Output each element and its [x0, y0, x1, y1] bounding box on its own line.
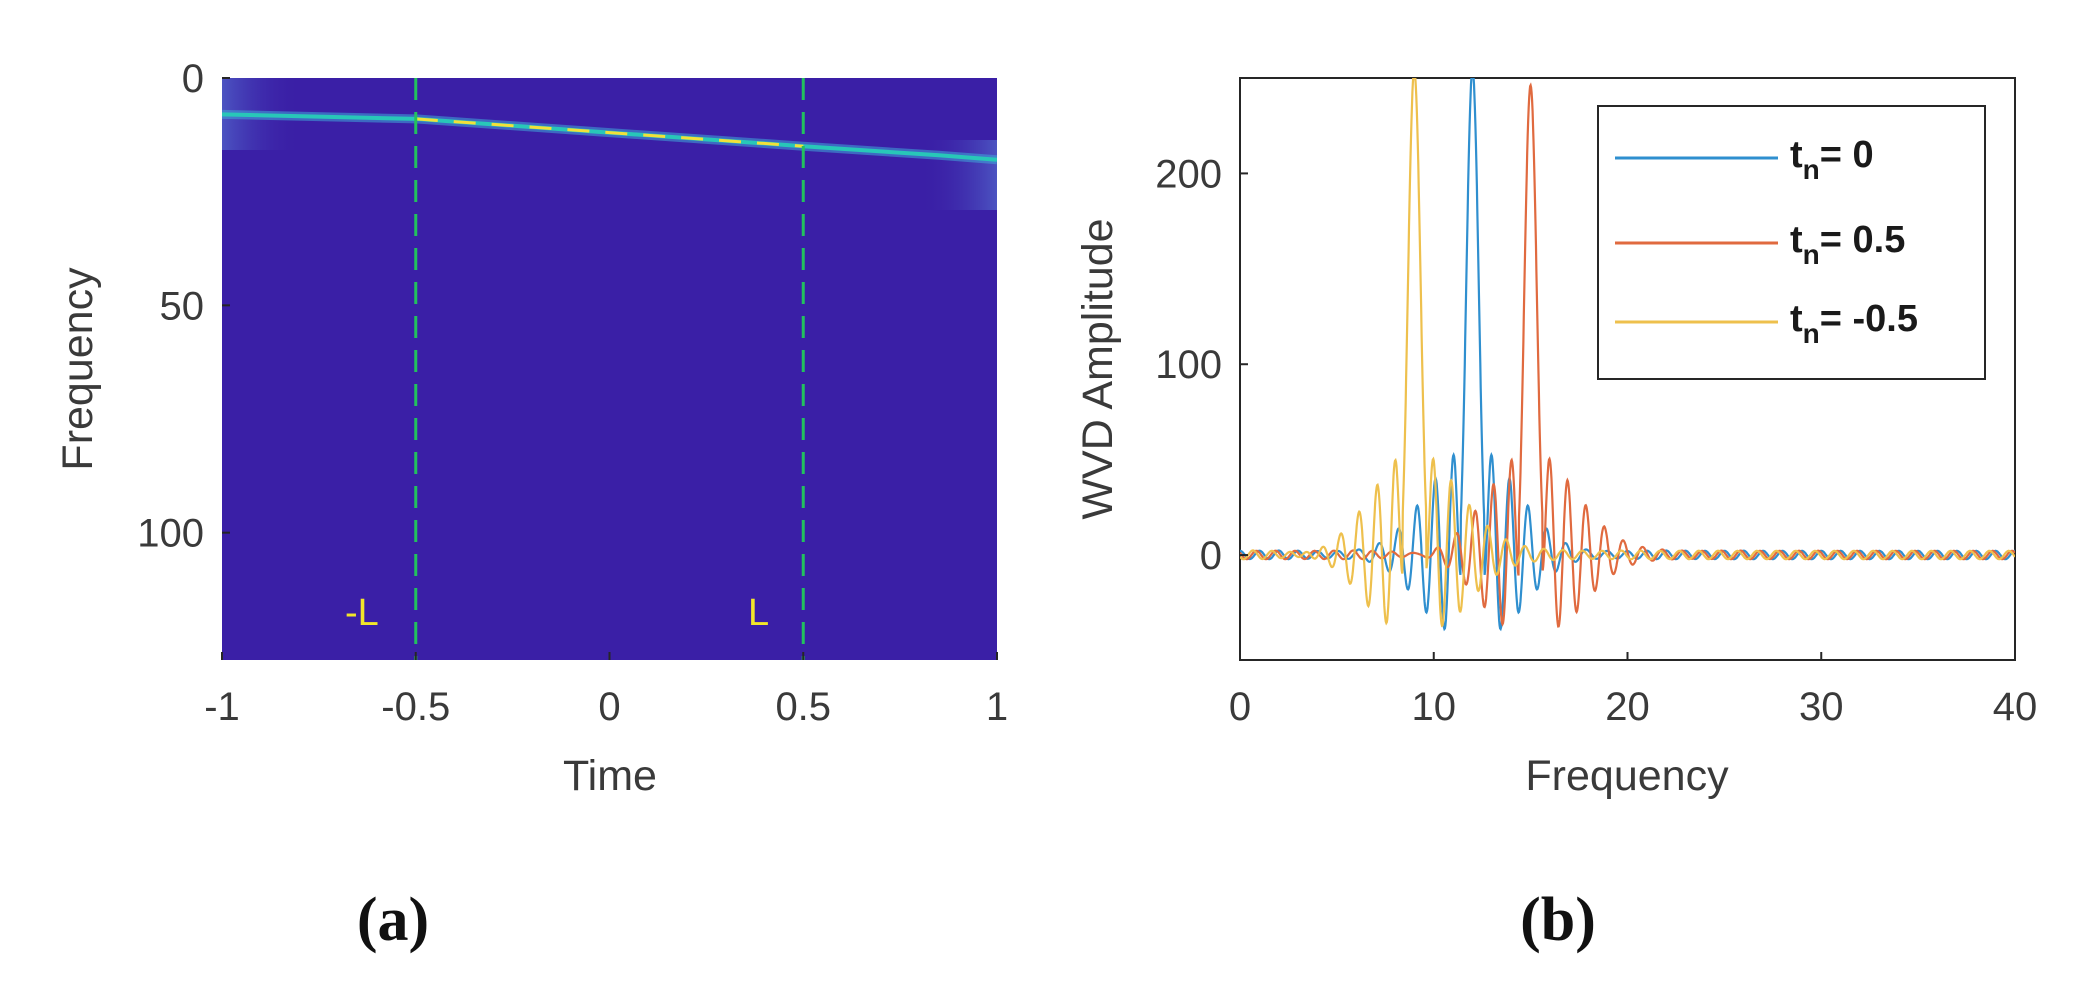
x-tick-label-b-1: 10 — [1412, 685, 1457, 729]
legend-entry-2: tn= -0.5 — [1790, 298, 1918, 349]
ticks-b: 0 10 20 30 40 0 100 200 — [1155, 152, 2037, 729]
x-tick-label-a-2: 0 — [598, 685, 620, 729]
legend-entry-0-name: t — [1790, 134, 1803, 176]
heatmap-ridge-peak — [415, 117, 804, 148]
x-axis-label-a: Time — [563, 752, 657, 800]
legend-b: tn= 0 tn= 0.5 tn= -0.5 — [1597, 105, 1986, 380]
legend-entry-2-suffix: = -0.5 — [1820, 298, 1918, 340]
legend-entry-0-sub: n — [1803, 154, 1820, 185]
y-axis-label-a: Frequency — [54, 267, 102, 471]
y-tick-label-a-1: 50 — [160, 284, 205, 328]
panel-label-b: (b) — [1520, 886, 1596, 954]
legend-entry-2-sub: n — [1803, 318, 1820, 349]
y-tick-label-b-1: 100 — [1155, 343, 1222, 387]
legend-entry-0-suffix: = 0 — [1820, 134, 1874, 176]
marker-label-l: L — [748, 592, 769, 634]
x-axis-label-b: Frequency — [1525, 752, 1729, 800]
x-tick-label-b-2: 20 — [1605, 685, 1650, 729]
y-tick-label-a-0: 0 — [182, 57, 204, 101]
x-tick-label-b-0: 0 — [1229, 685, 1251, 729]
chart-a: -L L -1 -0.5 0 0.5 1 0 50 100 Time Frequency (a… — [54, 57, 1008, 954]
x-tick-label-b-3: 30 — [1799, 685, 1844, 729]
legend-entry-1-suffix: = 0.5 — [1820, 219, 1906, 261]
series-line-1 — [1240, 82, 2015, 628]
x-tick-label-a-1: -0.5 — [381, 685, 450, 729]
x-tick-label-a-0: -1 — [204, 685, 240, 729]
series-lines-b — [1240, 78, 2015, 632]
legend-entry-1: tn= 0.5 — [1790, 219, 1905, 270]
ticks-a: -1 -0.5 0 0.5 1 0 50 100 — [137, 57, 1008, 729]
y-tick-label-b-2: 200 — [1155, 152, 1222, 196]
y-axis-label-b: WVD Amplitude — [1074, 218, 1122, 519]
series-line-2 — [1240, 78, 2015, 628]
marker-label-minus-l: -L — [345, 592, 379, 634]
legend-entry-1-name: t — [1790, 219, 1803, 261]
x-tick-label-a-4: 1 — [986, 685, 1008, 729]
legend-entry-0: tn= 0 — [1790, 134, 1874, 185]
y-tick-label-a-2: 100 — [137, 512, 204, 556]
y-tick-label-b-0: 0 — [1200, 534, 1222, 578]
legend-entry-2-name: t — [1790, 298, 1803, 340]
x-tick-label-b-4: 40 — [1993, 685, 2038, 729]
heatmap-ridge — [222, 112, 997, 162]
chart-b: 0 10 20 30 40 0 100 200 Frequency WVD Amplitude… — [1074, 77, 2037, 954]
legend-entry-1-sub: n — [1803, 239, 1820, 270]
panel-label-a: (a) — [357, 886, 429, 954]
heatmap-background — [222, 78, 997, 660]
x-tick-label-a-3: 0.5 — [775, 685, 831, 729]
